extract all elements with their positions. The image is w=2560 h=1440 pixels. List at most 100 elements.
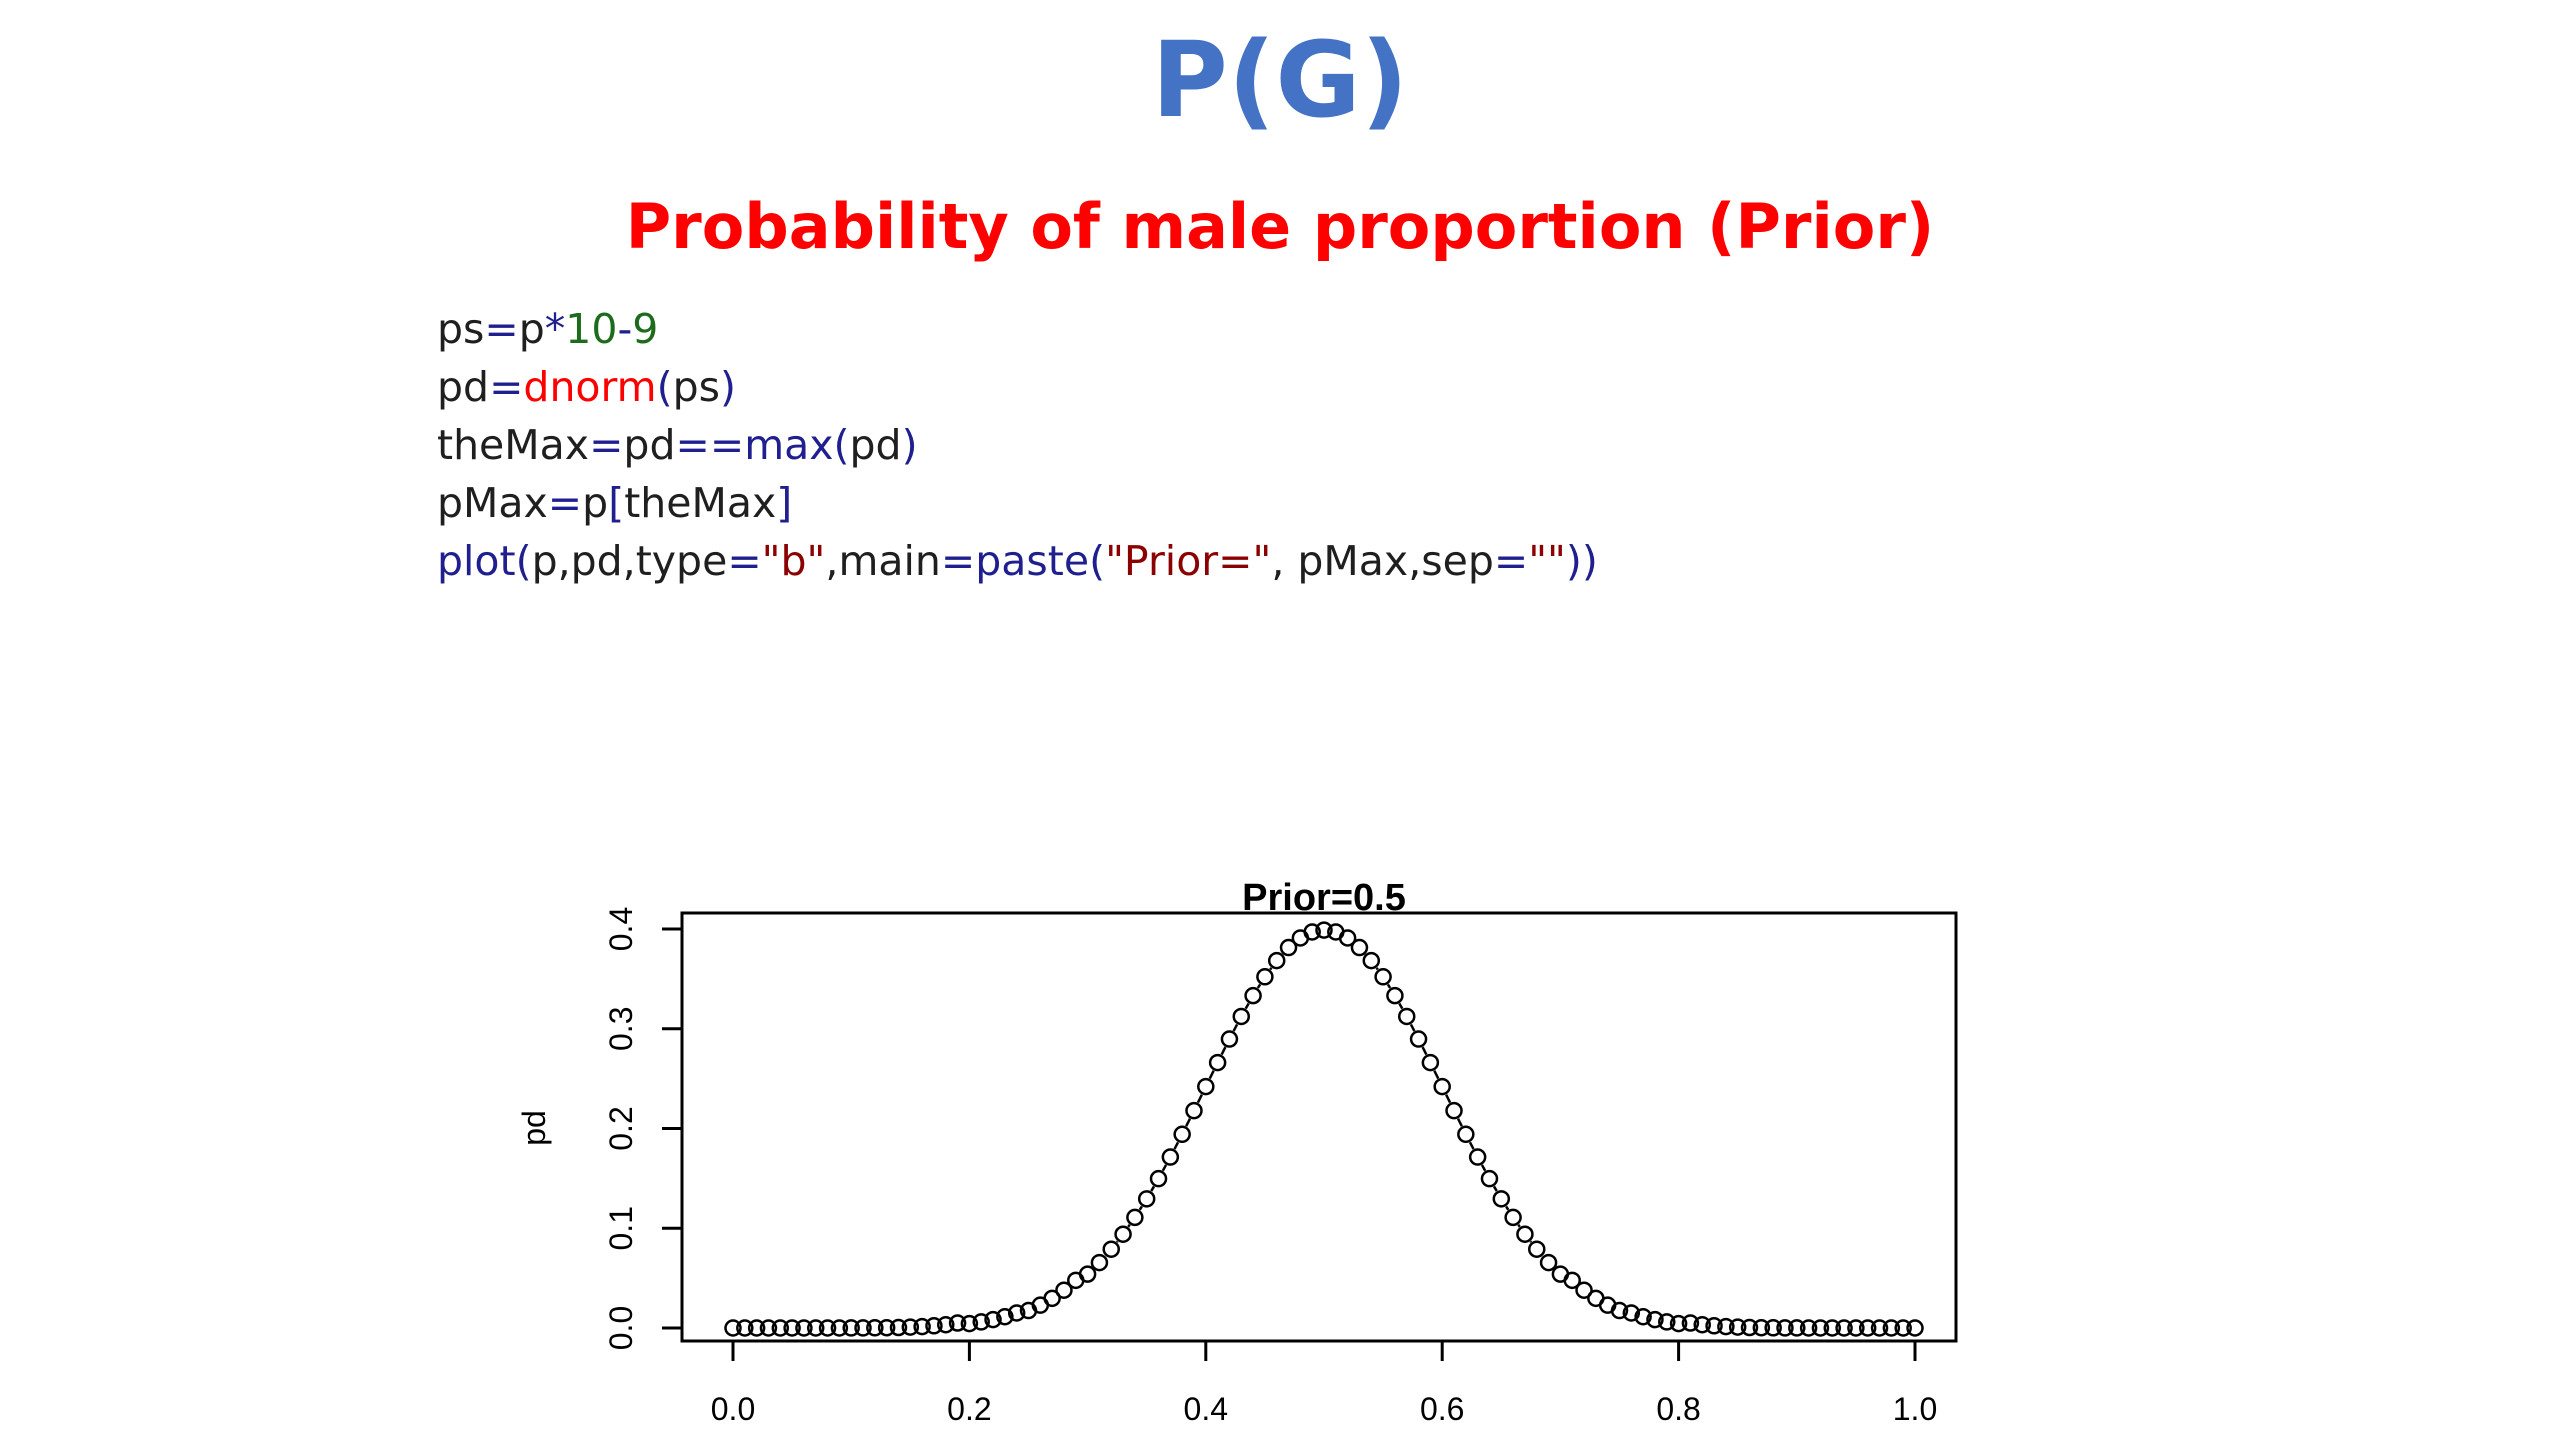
data-point [1468,1148,1487,1166]
data-point [1244,986,1262,1005]
data-point [1303,923,1321,941]
code-line: pd=dnorm(ps) [437,358,1598,416]
data-point [854,1319,872,1337]
x-tick-label: 0.4 [1184,1391,1228,1427]
series-segment [1208,1070,1215,1080]
series-segment [1375,967,1379,971]
data-point [1374,968,1392,986]
data-point [1858,1319,1877,1337]
code-token: == [675,421,745,469]
data-point [1539,1253,1558,1272]
data-point [1504,1208,1522,1227]
code-token: "b" [761,537,826,585]
data-point [830,1319,849,1337]
data-point [1870,1319,1889,1337]
data-point [1658,1313,1676,1331]
data-point [795,1319,813,1337]
data-point [1728,1318,1747,1336]
data-point [1693,1315,1711,1334]
data-point [1279,938,1298,957]
series-segment [1161,1164,1168,1172]
code-token: = [727,537,762,585]
code-token: ) [901,421,918,469]
plot-frame [680,911,1958,1343]
y-tick-label: 0.3 [603,1007,639,1051]
data-point [913,1317,931,1336]
slide-subtitle: Probability of male proportion (Prior) [625,190,1935,263]
x-tick-label: 0.8 [1656,1391,1700,1427]
series-segment [1138,1205,1143,1211]
code-token: ,main [825,537,941,585]
data-point [901,1318,920,1336]
code-token: )) [1565,537,1598,585]
series-segment [1244,1002,1250,1010]
data-point [1646,1310,1664,1329]
data-point [1634,1307,1652,1326]
data-point [1362,951,1381,970]
data-point [1078,1265,1097,1283]
data-point [1740,1318,1759,1337]
data-point [1823,1319,1842,1337]
data-point [1776,1319,1794,1337]
data-point [1220,1030,1239,1048]
code-token: - [617,305,633,353]
series-segment [1492,1185,1498,1192]
series-segment [1517,1224,1521,1228]
data-point [1528,1240,1546,1258]
code-token: [ [608,479,625,527]
data-point [877,1318,896,1337]
data-point [1126,1208,1144,1227]
data-point [889,1318,908,1337]
x-tick-label: 0.2 [947,1391,991,1427]
data-point [1882,1319,1901,1337]
data-point [1610,1301,1629,1320]
code-token: "" [1528,537,1566,585]
data-point [1788,1319,1806,1337]
data-point [736,1319,754,1337]
chart-title: Prior=0.5 [1242,877,1406,919]
code-token: "Prior=" [1105,537,1272,585]
code-token: p,pd,type [531,537,728,585]
code-token: ps [437,305,485,353]
data-point [759,1319,778,1337]
data-point [783,1319,801,1337]
code-token: ) [719,363,736,411]
code-token: ] [776,479,793,527]
code-token: ( [515,537,532,585]
y-tick-label: 0.1 [603,1206,639,1250]
series-segment [1433,1070,1440,1080]
data-point [1492,1190,1511,1208]
data-point [747,1319,766,1337]
data-point [1137,1190,1156,1208]
data-point [948,1314,967,1332]
series-segment [1468,1141,1475,1150]
code-token: paste [975,537,1090,585]
data-point [1516,1225,1534,1243]
y-tick-label: 0.2 [603,1106,639,1150]
data-point [1421,1053,1440,1072]
code-line: pMax=p[theMax] [437,474,1598,532]
code-block: ps=p*10-9 pd=dnorm(ps) theMax=pd==max(pd) p… [437,300,1598,590]
data-point [1575,1281,1593,1299]
code-token: pd [849,421,902,469]
data-point [1386,986,1404,1005]
y-tick-label: 0.0 [603,1306,639,1350]
data-point [1811,1319,1830,1337]
data-point [1267,951,1286,970]
code-token: p [582,479,609,527]
data-point [1894,1319,1912,1337]
y-axis-label: pd [516,1110,552,1146]
data-point [771,1319,790,1337]
series-segment [1398,1002,1404,1010]
data-point [1197,1077,1215,1096]
code-token: theMax [624,479,777,527]
data-point [1622,1304,1641,1322]
series-segment [1220,1046,1227,1056]
data-point [1397,1007,1416,1026]
series-segment [1185,1118,1192,1127]
code-line: ps=p*10-9 [437,300,1598,358]
series-segment [1445,1094,1452,1104]
series-segment [1173,1141,1180,1150]
data-point [1906,1319,1924,1337]
code-line: theMax=pd==max(pd) [437,416,1598,474]
